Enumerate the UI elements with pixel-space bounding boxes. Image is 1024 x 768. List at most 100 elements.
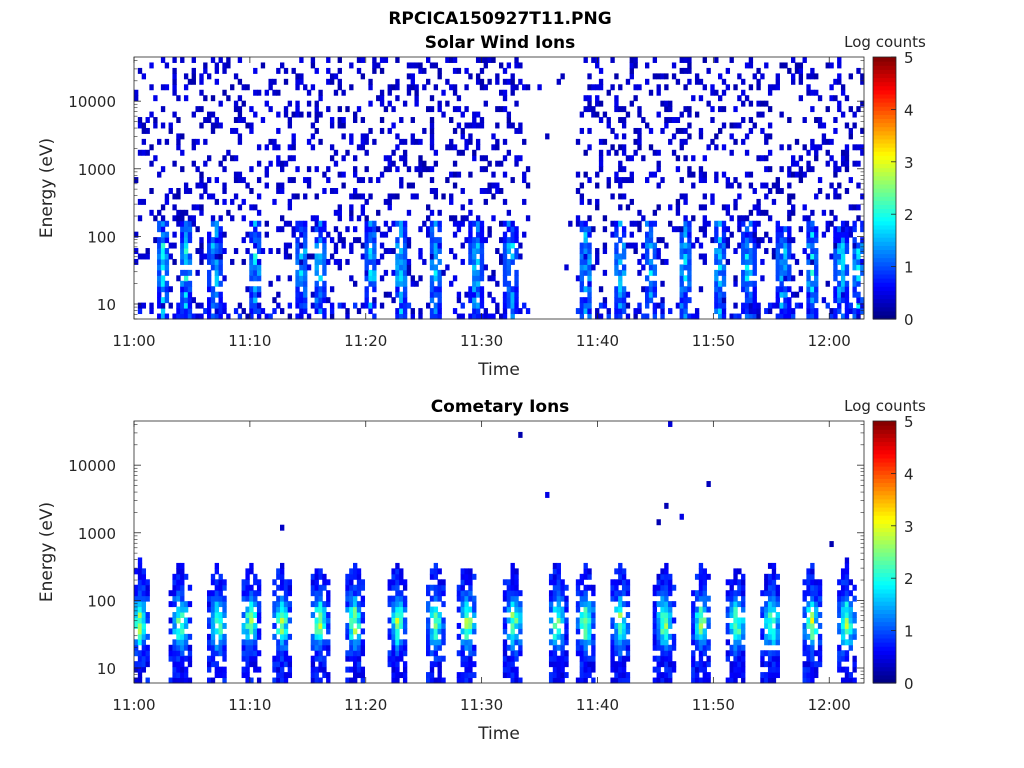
spectrogram-cell xyxy=(172,579,177,586)
spectrogram-cell xyxy=(222,612,227,618)
colorbar-segment xyxy=(873,106,896,111)
spectrogram-cell xyxy=(614,313,619,320)
spectrogram-cell xyxy=(817,601,823,608)
spectrogram-cell xyxy=(368,177,373,184)
spectrogram-cell xyxy=(157,138,162,145)
spectrogram-cell xyxy=(314,193,319,200)
spectrogram-cell xyxy=(810,573,815,580)
colorbar-segment xyxy=(873,114,896,120)
spectrogram-cell xyxy=(460,628,465,635)
spectrogram-cell xyxy=(656,633,661,640)
spectrogram-cell xyxy=(641,253,646,260)
spectrogram-cell xyxy=(356,237,362,244)
spectrogram-cell xyxy=(387,628,392,635)
spectrogram-cell xyxy=(629,62,634,69)
spectrogram-cell xyxy=(598,313,604,320)
spectrogram-cell xyxy=(426,633,431,640)
spectrogram-cell xyxy=(798,67,804,74)
colorbar-segment xyxy=(873,605,896,610)
colorbar-segment xyxy=(873,237,896,242)
spectrogram-cell xyxy=(771,584,777,591)
spectrogram-cell xyxy=(591,84,596,91)
spectrogram-cell xyxy=(733,138,738,145)
spectrogram-cell xyxy=(698,579,704,586)
spectrogram-cell xyxy=(172,661,177,668)
spectrogram-cell xyxy=(860,258,865,265)
spectrogram-cell xyxy=(668,644,673,651)
spectrogram-cell xyxy=(598,117,604,123)
spectrogram-cell xyxy=(214,579,220,586)
spectrogram-cell xyxy=(587,612,592,618)
spectrogram-cell xyxy=(706,573,711,580)
spectrogram-cell xyxy=(160,280,166,287)
spectrogram-cell xyxy=(299,253,304,260)
spectrogram-cell xyxy=(660,573,665,580)
spectrogram-cell xyxy=(840,242,846,249)
spectrogram-cell xyxy=(379,171,385,178)
spectrogram-cell xyxy=(268,160,273,167)
spectrogram-cell xyxy=(718,258,723,265)
spectrogram-cell xyxy=(671,226,677,233)
spectrogram-cell xyxy=(660,639,665,646)
spectrogram-cell xyxy=(737,226,742,233)
spectrogram-cell xyxy=(741,606,746,613)
spectrogram-cell xyxy=(264,231,269,238)
spectrogram-cell xyxy=(806,606,811,613)
spectrogram-cell xyxy=(860,269,865,276)
spectrogram-cell xyxy=(641,264,646,271)
spectrogram-cell xyxy=(368,269,373,276)
spectrogram-cell xyxy=(314,237,319,244)
spectrogram-cell xyxy=(767,622,773,629)
spectrogram-cell xyxy=(276,644,281,651)
spectrogram-cell xyxy=(614,568,619,575)
spectrogram-cell xyxy=(441,639,446,646)
spectrogram-cell xyxy=(771,182,777,189)
spectrogram-cell xyxy=(852,661,857,668)
spectrogram-cell xyxy=(656,601,661,608)
spectrogram-cell xyxy=(506,584,512,591)
spectrogram-cell xyxy=(694,622,700,629)
spectrogram-cell xyxy=(837,655,842,662)
spectrogram-cell xyxy=(702,215,707,222)
spectrogram-cell xyxy=(587,584,592,591)
spectrogram-cell xyxy=(464,144,469,151)
spectrogram-cell xyxy=(606,149,611,156)
spectrogram-cell xyxy=(207,253,212,260)
spectrogram-cell xyxy=(418,253,423,260)
spectrogram-cell xyxy=(721,171,727,178)
spectrogram-cell xyxy=(395,144,400,151)
spectrogram-cell xyxy=(280,677,285,684)
spectrogram-cell xyxy=(625,111,631,118)
spectrogram-cell xyxy=(652,220,658,227)
colorbar-segment xyxy=(873,69,896,74)
spectrogram-cell xyxy=(475,286,481,293)
spectrogram-cell xyxy=(668,617,673,624)
spectrogram-cell xyxy=(817,612,823,618)
spectrogram-cell xyxy=(637,269,642,276)
spectrogram-cell xyxy=(322,666,327,673)
spectrogram-cell xyxy=(183,677,189,684)
spectrogram-cell xyxy=(614,286,619,293)
spectrogram-cell xyxy=(610,127,615,134)
spectrogram-cell xyxy=(353,111,358,118)
spectrogram-cell xyxy=(256,286,262,293)
spectrogram-cell xyxy=(648,291,654,298)
spectrogram-cell xyxy=(614,308,619,315)
spectrogram-cell xyxy=(345,655,350,662)
spectrogram-cell xyxy=(422,166,427,173)
spectrogram-cell xyxy=(775,177,780,184)
spectrogram-cell xyxy=(199,248,204,254)
spectrogram-cell xyxy=(283,639,289,646)
spectrogram-cell xyxy=(502,258,508,265)
spectrogram-cell xyxy=(137,198,143,205)
spectrogram-cell xyxy=(391,628,396,635)
colorbar-label: Log counts xyxy=(844,33,926,51)
spectrogram-cell xyxy=(848,612,853,618)
spectrogram-cell xyxy=(491,269,496,276)
spectrogram-cell xyxy=(860,297,865,304)
spectrogram-cell xyxy=(287,144,293,151)
spectrogram-cell xyxy=(806,149,811,156)
spectrogram-cell xyxy=(303,280,308,287)
spectrogram-cell xyxy=(618,655,623,662)
